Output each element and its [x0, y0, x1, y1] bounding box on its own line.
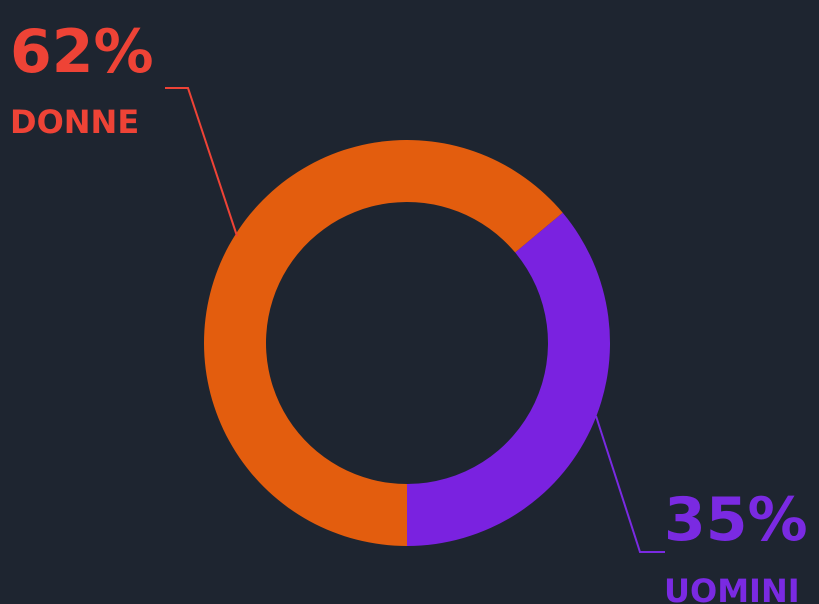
donut-segment — [204, 139, 563, 547]
category-label: DONNE — [10, 103, 139, 141]
value-label: 62% — [10, 17, 154, 87]
leader-line — [595, 415, 665, 553]
category-label: UOMINI — [664, 572, 800, 604]
donut-segment — [407, 212, 611, 546]
leader-line — [165, 87, 238, 237]
value-label: 35% — [664, 485, 808, 555]
